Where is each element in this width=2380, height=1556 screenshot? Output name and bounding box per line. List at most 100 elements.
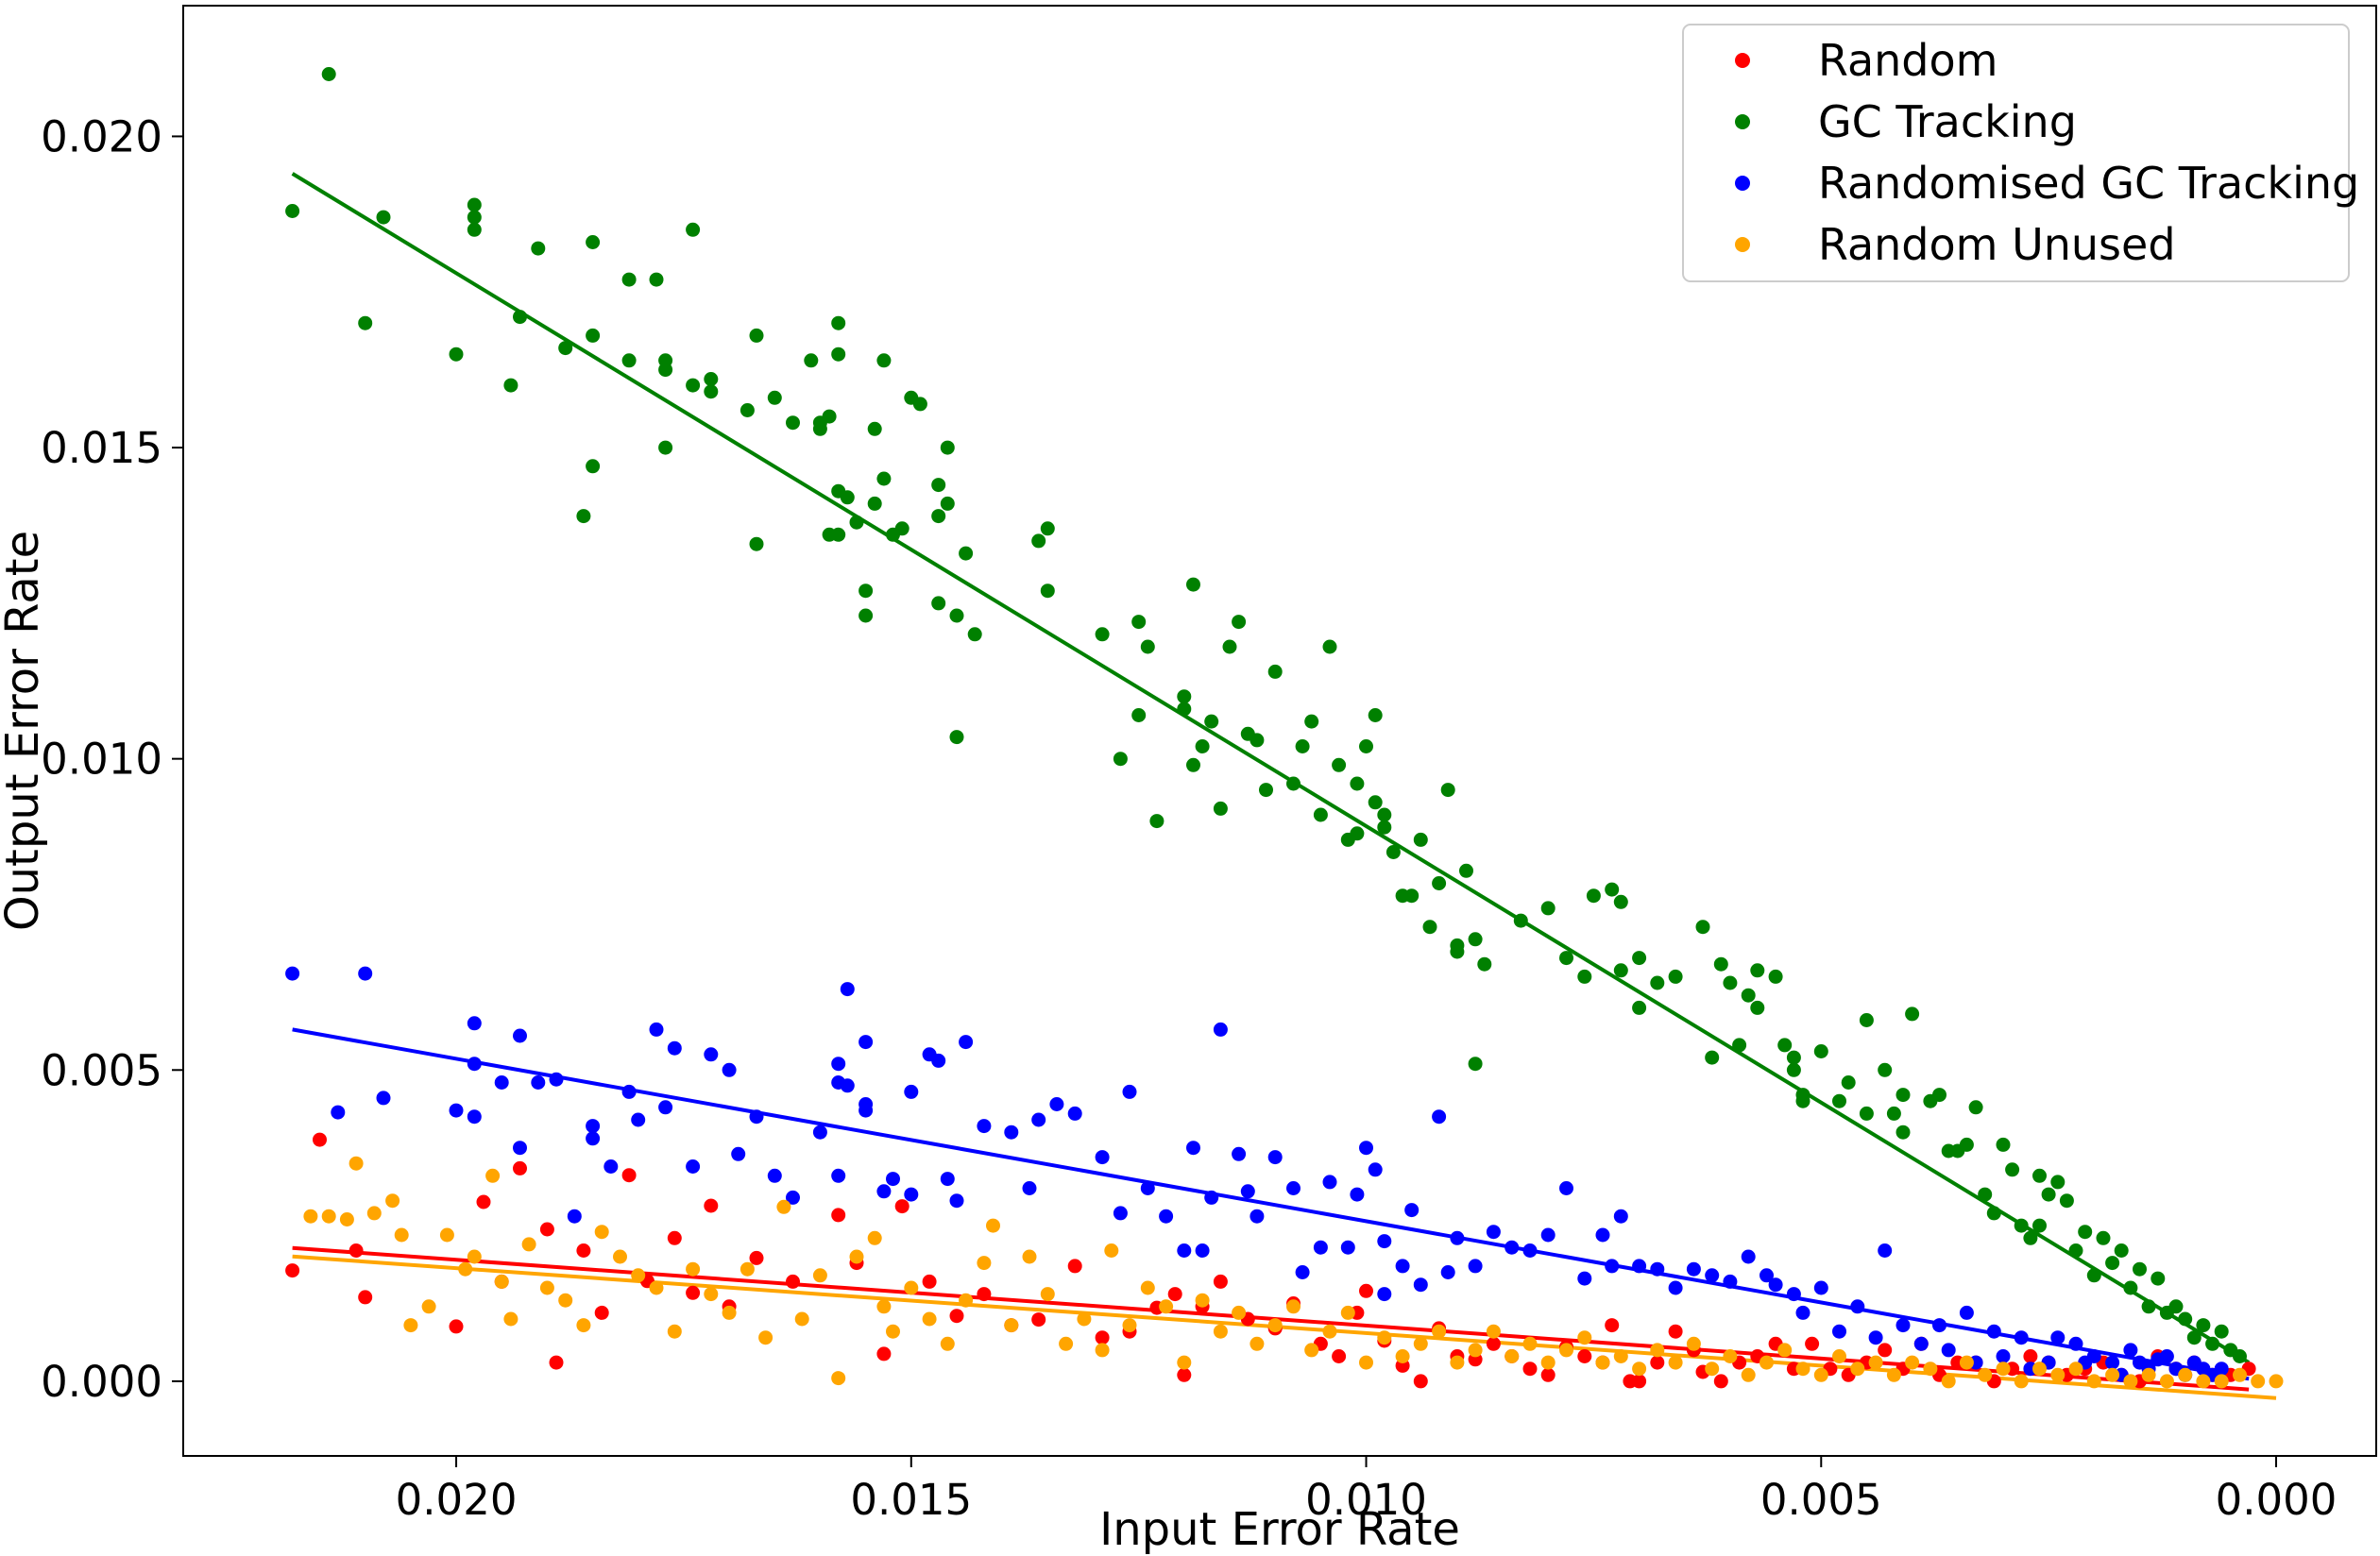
data-point-s1-116 [1613,894,1628,909]
data-point-s2-109 [1896,1318,1911,1333]
data-point-s1-51 [912,397,927,412]
data-point-s2-104 [1813,1280,1828,1295]
data-point-s0-57 [1605,1318,1620,1333]
plot-frame [182,5,2377,1457]
data-point-s0-60 [1650,1355,1665,1370]
data-point-s1-120 [1650,975,1665,990]
data-point-s0-7 [513,1160,527,1175]
data-point-s3-18 [576,1318,591,1333]
data-point-s3-100 [2032,1362,2047,1377]
data-point-s1-63 [1040,584,1055,599]
data-point-s3-22 [649,1280,664,1295]
data-point-s3-81 [1686,1336,1701,1351]
data-point-s3-43 [1004,1318,1019,1333]
data-point-s0-16 [704,1198,719,1213]
data-point-s3-89 [1832,1349,1846,1363]
data-point-s2-50 [1031,1112,1046,1127]
data-point-s2-73 [1359,1141,1373,1156]
data-point-s2-84 [1486,1225,1501,1240]
data-point-s3-33 [849,1249,864,1264]
data-point-s2-62 [1213,1022,1228,1037]
y-tick-label-0: 0.000 [41,1357,162,1407]
data-point-s3-73 [1540,1355,1556,1370]
data-point-s1-57 [949,608,964,623]
data-point-s2-2 [358,966,373,981]
data-point-s1-110 [1513,913,1528,928]
data-point-s1-36 [831,347,846,362]
data-point-s1-107 [1468,932,1483,947]
data-point-s2-51 [1049,1097,1064,1111]
data-point-s0-41 [1332,1349,1347,1363]
x-tick-label-4: 0.000 [2216,1475,2338,1525]
data-point-s2-92 [1613,1209,1628,1224]
data-point-s2-79 [1413,1277,1428,1293]
data-point-s1-166 [2096,1230,2111,1245]
data-point-s2-101 [1768,1277,1783,1293]
data-point-s3-0 [303,1209,318,1224]
data-point-s2-10 [513,1028,527,1043]
data-point-s2-60 [1195,1243,1210,1258]
data-point-s1-60 [967,627,982,642]
data-point-s1-162 [2059,1193,2074,1209]
data-point-s2-17 [621,1084,637,1099]
data-point-s1-44 [858,584,874,599]
data-point-s1-97 [1386,845,1401,859]
data-point-s1-22 [686,378,701,393]
data-point-s3-112 [2251,1374,2266,1389]
data-point-s1-4 [449,347,464,362]
data-point-s3-109 [2196,1374,2211,1389]
data-point-s1-103 [1440,783,1455,798]
data-point-s2-54 [1113,1206,1128,1221]
data-point-s3-72 [1522,1336,1538,1351]
data-point-s3-87 [1795,1362,1810,1377]
data-point-s1-132 [1786,1050,1801,1065]
data-point-s1-155 [2005,1162,2020,1177]
data-point-s2-46 [959,1035,974,1050]
data-point-s1-65 [1113,752,1128,767]
legend-label-0: Random [1818,35,1998,86]
data-point-s3-3 [348,1156,364,1171]
data-point-s3-91 [1868,1355,1883,1370]
y-tick-label-2: 0.010 [41,735,162,785]
data-point-s1-37 [876,353,892,368]
data-point-s2-99 [1741,1249,1756,1264]
data-point-s2-37 [858,1103,874,1118]
data-point-s2-116 [1996,1349,2011,1363]
data-point-s2-120 [2050,1330,2066,1345]
data-point-s0-28 [1031,1312,1046,1328]
data-point-s1-17 [621,353,637,368]
data-point-s2-59 [1186,1141,1200,1156]
data-point-s2-45 [949,1193,964,1209]
data-point-s1-39 [822,409,837,424]
data-point-s1-172 [2150,1271,2166,1286]
data-point-s1-127 [1741,988,1756,1003]
data-point-s1-178 [2205,1336,2220,1351]
data-point-s3-74 [1559,1343,1573,1358]
data-point-s3-40 [959,1293,974,1308]
data-point-s1-139 [1859,1106,1874,1121]
data-point-s3-79 [1650,1343,1665,1358]
data-point-s2-26 [749,1109,764,1125]
data-point-s2-11 [531,1075,546,1090]
data-point-s3-86 [1777,1343,1793,1358]
data-point-s3-66 [1413,1336,1428,1351]
data-point-s1-74 [1195,739,1210,753]
data-point-s1-26 [740,403,755,417]
data-point-s1-7 [467,222,482,237]
data-point-s1-62 [1040,521,1055,536]
data-point-s1-27 [749,328,764,343]
data-point-s3-82 [1705,1362,1720,1377]
data-point-s1-122 [1695,920,1710,935]
data-point-s3-93 [1905,1355,1920,1370]
data-point-s1-135 [1795,1093,1810,1108]
data-point-s1-181 [2233,1349,2247,1363]
data-point-s2-98 [1723,1274,1738,1289]
data-point-s3-45 [1040,1287,1055,1302]
data-point-s1-142 [1886,1106,1901,1121]
data-point-s2-0 [285,966,300,981]
data-point-s1-53 [931,509,946,524]
data-point-s3-61 [1322,1324,1337,1339]
data-point-s1-45 [867,421,882,436]
data-point-s0-2 [348,1243,364,1258]
data-point-s0-14 [667,1230,682,1245]
